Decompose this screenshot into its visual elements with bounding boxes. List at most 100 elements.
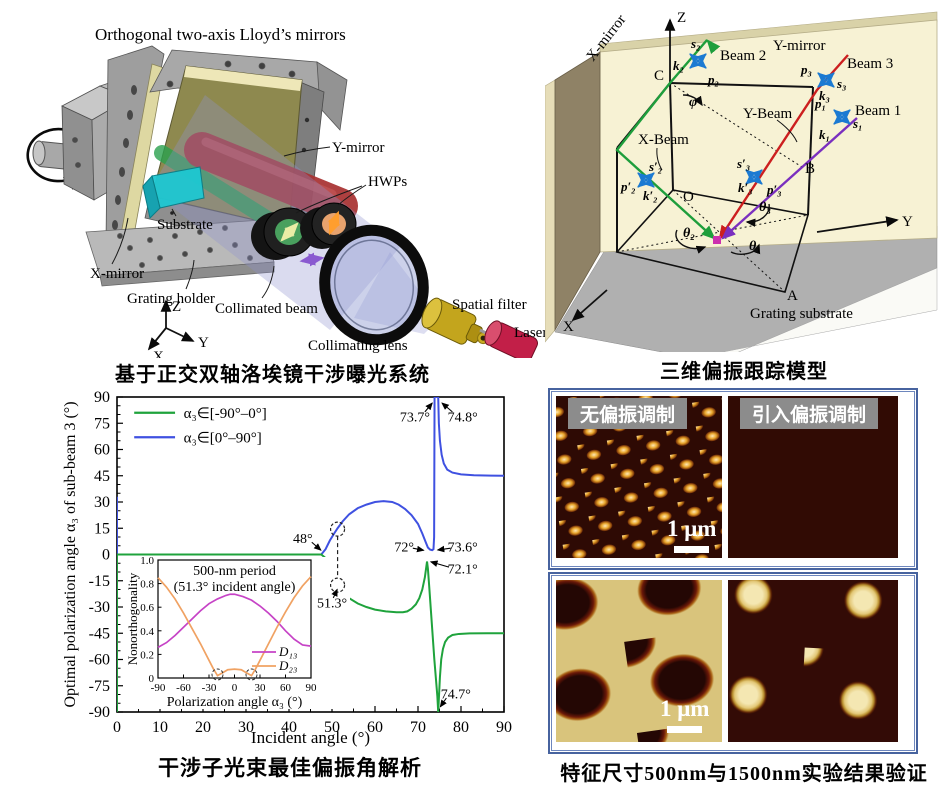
afm-image-1500nm-unmodulated — [556, 580, 722, 742]
afm-box-500nm: 无偏振调制 引入偏振调制 1 μm — [548, 388, 918, 570]
svg-text:k′₂: k′₂ — [643, 188, 658, 203]
svg-text:s₁: s₁ — [852, 116, 863, 131]
inset-legend-label: D₁₃ — [278, 644, 297, 659]
svg-text:p′₃: p′₃ — [766, 182, 782, 197]
convergence-marker — [713, 236, 721, 244]
y-tick-label: -60 — [89, 652, 110, 669]
marker-circle — [329, 521, 346, 537]
y-tick-label: 90 — [94, 389, 110, 406]
legend-label: α₃∈[-90°–0°] — [184, 406, 267, 422]
model-y-mirror-label: Y-mirror — [773, 38, 826, 54]
y-axis-label: Optimal polarization angle α₃ of sub-bea… — [62, 401, 79, 707]
afm-box-1500nm: 1 μm — [548, 572, 918, 754]
x-tick-label: 50 — [324, 719, 340, 736]
x-tick-label: 80 — [453, 719, 469, 736]
substrate-prism — [142, 166, 205, 220]
inset-frame — [157, 559, 312, 679]
inset-x-tick-label: -60 — [176, 682, 191, 694]
model-axis-x: X — [563, 319, 574, 335]
y-tick-label: 60 — [94, 442, 110, 459]
red-tube-highlight — [201, 137, 337, 199]
y-tick-label: 45 — [94, 468, 110, 485]
annotation-arrow — [441, 402, 453, 413]
grating-substrate-label: Grating substrate — [750, 306, 853, 322]
inset-legend-label: D₂₃ — [278, 658, 297, 673]
x-mirror-wall — [554, 51, 601, 332]
axis-triad — [147, 299, 195, 351]
model-axis-z: Z — [677, 10, 686, 26]
spatial-filter-body — [421, 297, 490, 345]
x-tick-label: 40 — [281, 719, 297, 736]
y-tick-label: 0 — [102, 547, 110, 564]
y-beam-label: Y-Beam — [743, 106, 792, 122]
model-caption: 三维偏振跟踪模型 — [660, 361, 828, 383]
y-tick-label: -30 — [89, 599, 110, 616]
grating-holder-label: Grating holder — [127, 291, 215, 307]
inset-series-0 — [157, 593, 312, 649]
x-tick-label: 60 — [367, 719, 383, 736]
scale-bar-text-top: 1 μm — [667, 516, 717, 541]
svg-text:s₂: s₂ — [690, 36, 701, 51]
collimating-lens-label: Collimating lens — [308, 338, 408, 354]
inset-x-tick-label: 60 — [280, 682, 292, 694]
annotation-label: 73.7° — [400, 410, 430, 425]
axis-y-label: Y — [198, 335, 209, 351]
beam2-label: Beam 2 — [720, 48, 766, 64]
inset-y-tick-label: 1.0 — [140, 555, 154, 567]
substrate-label: Substrate — [157, 217, 213, 233]
svg-text:θ₂: θ₂ — [683, 226, 695, 241]
x-mirror-wall-edge — [545, 79, 556, 343]
axis-x-label: X — [153, 349, 164, 358]
inset-x-label: Polarization angle α₃ (°) — [167, 695, 303, 710]
scale-bar-bottom — [667, 726, 702, 733]
annotation-label: 72.1° — [448, 563, 478, 578]
beam1-line — [721, 117, 858, 240]
hwp-ring-2 — [300, 202, 357, 249]
hwp-translate-arrow — [299, 252, 325, 267]
annotation-label: 48° — [293, 532, 313, 547]
svg-text:A: A — [787, 288, 798, 304]
y-tick-label: 30 — [94, 494, 110, 511]
y-tick-label: -75 — [89, 678, 110, 695]
svg-text:s₃: s₃ — [836, 76, 847, 91]
beam1-label: Beam 1 — [855, 103, 901, 119]
leader-lines — [111, 146, 367, 299]
y-tick-label: -45 — [89, 625, 110, 642]
inset-x-tick-label: -90 — [151, 682, 166, 694]
substrate-top — [554, 225, 938, 352]
x-tick-label: 70 — [410, 719, 426, 736]
inset-x-tick-label: 90 — [306, 682, 318, 694]
inset-y-tick-label: 0.4 — [140, 626, 154, 638]
spatial-filter-label: Spatial filter — [452, 297, 527, 313]
x-tick-label: 10 — [152, 719, 168, 736]
hwps-label: HWPs — [368, 174, 407, 190]
annotation-arrow — [412, 545, 425, 553]
inset-y-tick-label: 0.8 — [140, 579, 154, 591]
afm-panel: 无偏振调制 引入偏振调制 1 μm 1 μm 特征尺寸500nm与1500nm实… — [545, 385, 943, 809]
laser-body — [484, 320, 539, 358]
annotation-arrow — [436, 545, 451, 553]
y-tick-label: -90 — [89, 704, 110, 721]
y-tick-label: 75 — [94, 415, 110, 432]
y-tick-label: -15 — [89, 573, 110, 590]
legend-label: α₃∈[0°–90°] — [184, 430, 262, 446]
svg-text:p′₂: p′₂ — [620, 179, 636, 194]
svg-text:p₃: p₃ — [800, 62, 812, 77]
svg-text:k₃: k₃ — [819, 88, 830, 103]
collimating-lens — [319, 224, 429, 346]
afm-label-modulated: 引入偏振调制 — [740, 398, 879, 429]
x-tick-label: 20 — [195, 719, 211, 736]
inset-y-label: Nonorthogonality — [125, 572, 140, 665]
svg-text:k₂: k₂ — [673, 58, 684, 73]
axis-z-label: Z — [172, 299, 181, 315]
annotation-label: 73.6° — [448, 541, 478, 556]
beam3-label: Beam 3 — [847, 56, 893, 72]
svg-text:p₂: p₂ — [707, 72, 719, 87]
chart-caption: 干涉子光束最佳偏振角解析 — [158, 756, 422, 780]
beam3-ybeam — [718, 54, 849, 241]
svg-text:k′₃: k′₃ — [738, 180, 753, 195]
scale-bar-text-bottom: 1 μm — [660, 696, 710, 721]
model-axis-y: Y — [902, 214, 913, 230]
svg-text:B: B — [805, 161, 815, 177]
x-beam-label: X-Beam — [638, 132, 689, 148]
